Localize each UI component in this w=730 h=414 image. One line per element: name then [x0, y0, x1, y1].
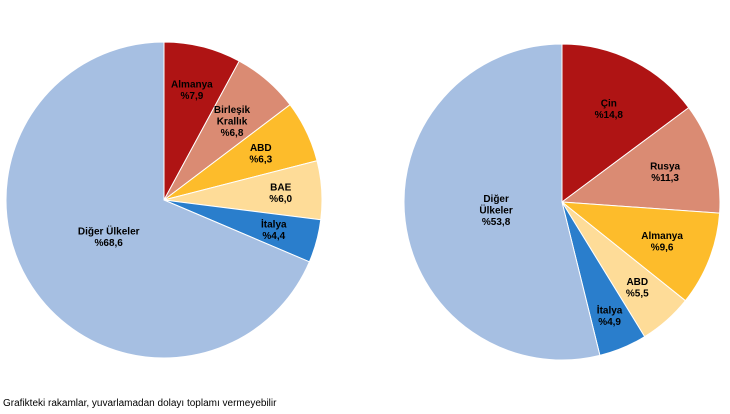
pie-slice	[561, 43, 690, 203]
slice-label: İtalya %4,4	[261, 217, 287, 242]
slice-label: BAE %6,0	[269, 182, 292, 205]
slice-label: Diğer Ülkeler %53,8	[479, 194, 512, 228]
slice-label: Almanya %9,6	[641, 231, 683, 254]
slice-label: Almanya %7,9	[171, 80, 213, 103]
footnote: Grafikteki rakamlar, yuvarlamadan dolayı…	[3, 398, 277, 409]
slice-label: ABD %5,5	[626, 277, 649, 300]
slice-label: İtalya %4,9	[597, 303, 623, 328]
slice-label: Birleşik Krallık %6,8	[214, 105, 251, 139]
pie-slice	[560, 201, 721, 302]
slice-label: Rusya %11,3	[650, 162, 680, 185]
pie-slice	[560, 106, 721, 214]
slice-label: Çin %14,8	[595, 99, 624, 122]
pie-chart-2: Çin %14,8 Rusya %11,3 Almanya %9,6 ABD %5,5İtal…	[403, 43, 721, 361]
slice-label: Diğer Ülkeler %68,6	[78, 224, 140, 249]
pie-slice	[403, 43, 601, 361]
pie-slice	[5, 41, 311, 359]
slice-label: ABD %6,3	[249, 143, 272, 166]
